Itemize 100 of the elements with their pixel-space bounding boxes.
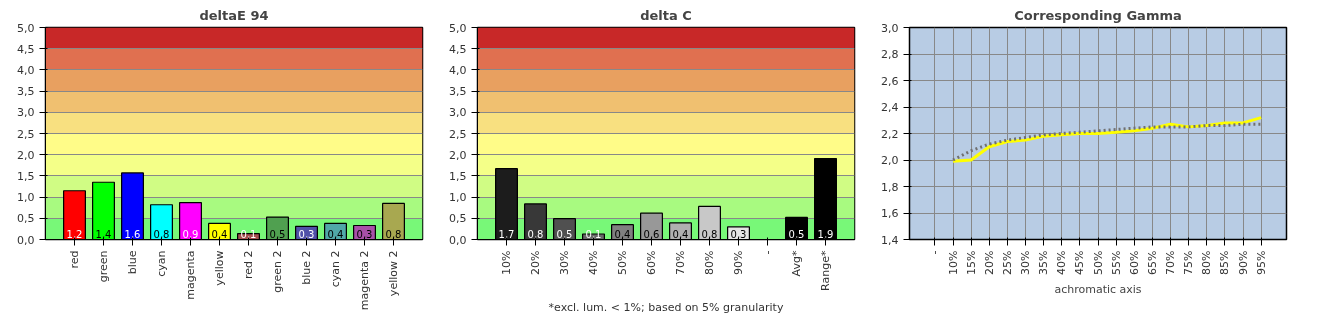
data-label: 0,4	[614, 229, 631, 241]
y-tick-label: 4,5	[17, 42, 35, 56]
x-tick-label: 35%	[1037, 250, 1051, 275]
x-tick-label: -	[928, 250, 942, 255]
y-tick-label: 2,5	[17, 127, 35, 141]
y-tick-label: 0,5	[449, 212, 467, 226]
y-tick-label: 1,5	[17, 169, 35, 183]
x-tick-label: 20%	[982, 250, 996, 275]
y-tick-label: 2,0	[881, 154, 899, 167]
x-tick-label: 40%	[1055, 250, 1069, 275]
y-tick-label: 3,0	[881, 21, 899, 35]
data-label: 0,8	[701, 229, 718, 241]
data-label: 0,6	[643, 229, 660, 241]
y-tick-label: 0,5	[17, 212, 35, 226]
y-tick-label: 1,6	[881, 207, 899, 220]
x-tick-label: 50%	[1091, 250, 1105, 275]
data-label: 1,9	[817, 229, 834, 241]
data-label: 0,4	[672, 229, 689, 241]
x-tick-label: green 2	[271, 250, 284, 293]
x-tick-label: 20%	[529, 250, 542, 275]
x-tick-label: -	[761, 250, 774, 255]
y-tick-label: 1,5	[449, 169, 467, 183]
x-tick-label: 10%	[500, 250, 513, 275]
data-label: 0,3	[356, 229, 373, 241]
chart-title: deltaE 94	[199, 7, 269, 23]
x-tick-label: 40%	[587, 250, 600, 275]
x-tick-label: cyan	[155, 250, 168, 277]
x-axis-title: achromatic axis	[1054, 282, 1142, 296]
y-tick-label: 2,4	[881, 101, 899, 114]
data-label: 1,4	[95, 229, 112, 241]
x-tick-label: 30%	[558, 250, 571, 275]
x-tick-label: 90%	[1236, 250, 1250, 275]
x-tick-label: 80%	[1200, 250, 1214, 275]
chart-title: delta C	[640, 7, 692, 23]
y-tick-label: 5,0	[17, 21, 35, 35]
data-label: 0,4	[211, 229, 228, 241]
y-tick-label: 1,8	[881, 180, 899, 194]
x-tick-label: 65%	[1145, 250, 1159, 275]
y-tick-label: 5,0	[449, 21, 467, 35]
y-tick-label: 4,0	[449, 63, 467, 77]
y-tick-label: 0,0	[449, 233, 467, 247]
y-tick-label: 2,6	[881, 74, 899, 88]
data-label: 0,8	[527, 229, 544, 241]
x-tick-label: cyan 2	[329, 250, 342, 288]
y-tick-label: 2,0	[17, 148, 35, 162]
y-tick-label: 3,0	[17, 106, 35, 120]
chart-title: Corresponding Gamma	[1014, 7, 1182, 23]
x-tick-label: 75%	[1182, 250, 1196, 275]
x-tick-label: Avg*	[790, 250, 803, 277]
x-tick-label: 95%	[1254, 250, 1268, 275]
x-tick-label: blue 2	[300, 250, 313, 285]
text: *excl. lum. < 1%; based on 5% granularity	[548, 300, 784, 314]
data-label: 0,5	[556, 229, 573, 241]
x-tick-label: 45%	[1073, 250, 1087, 275]
x-tick-label: 60%	[1127, 250, 1141, 275]
x-tick-label: 70%	[674, 250, 687, 275]
data-label: 0,8	[153, 229, 170, 241]
x-tick-label: 15%	[964, 250, 978, 275]
y-tick-label: 3,5	[17, 85, 35, 99]
y-tick-label: 1,0	[17, 191, 35, 205]
x-tick-label: red	[68, 250, 81, 269]
data-label: 0,3	[730, 229, 747, 241]
y-tick-label: 1,0	[449, 191, 467, 205]
data-label: 1,2	[66, 229, 83, 241]
x-tick-label: Range*	[819, 250, 832, 291]
x-tick-label: 60%	[645, 250, 658, 275]
y-tick-label: 4,5	[449, 42, 467, 56]
data-label: 0,4	[327, 229, 344, 241]
x-tick-label: 30%	[1019, 250, 1032, 275]
x-tick-label: red 2	[242, 250, 255, 280]
x-tick-label: green	[97, 250, 110, 283]
x-tick-label: 10%	[946, 250, 960, 275]
data-label: 0,8	[385, 229, 402, 241]
x-tick-label: yellow 2	[387, 250, 400, 297]
data-label: 0,5	[788, 229, 805, 241]
y-tick-label: 3,0	[449, 106, 467, 120]
y-tick-label: 2,0	[449, 148, 467, 162]
data-label: 0,5	[269, 229, 286, 241]
y-tick-label: 2,5	[449, 127, 467, 141]
x-tick-label: 70%	[1164, 250, 1177, 275]
y-tick-label: 2,2	[881, 127, 899, 141]
y-tick-label: 2,8	[881, 48, 899, 61]
x-tick-label: 50%	[616, 250, 629, 275]
x-tick-label: 90%	[732, 250, 745, 275]
x-tick-label: 85%	[1218, 250, 1232, 275]
data-label: 1,7	[498, 229, 515, 241]
data-label: 0,3	[298, 229, 315, 241]
x-tick-label: magenta	[184, 250, 197, 300]
x-tick-label: 80%	[703, 250, 716, 275]
x-tick-label: magenta 2	[358, 250, 371, 311]
data-label: 1,6	[124, 229, 141, 241]
x-tick-label: blue	[126, 250, 139, 275]
x-tick-label: 25%	[1000, 250, 1014, 275]
y-tick-label: 0,0	[17, 233, 35, 247]
y-tick-label: 1,4	[881, 233, 899, 247]
y-tick-label: 3,5	[449, 85, 467, 99]
x-tick-label: 55%	[1109, 250, 1123, 275]
y-tick-label: 4,0	[17, 63, 35, 77]
data-label: 0,9	[182, 229, 199, 241]
x-tick-label: yellow	[213, 250, 226, 286]
